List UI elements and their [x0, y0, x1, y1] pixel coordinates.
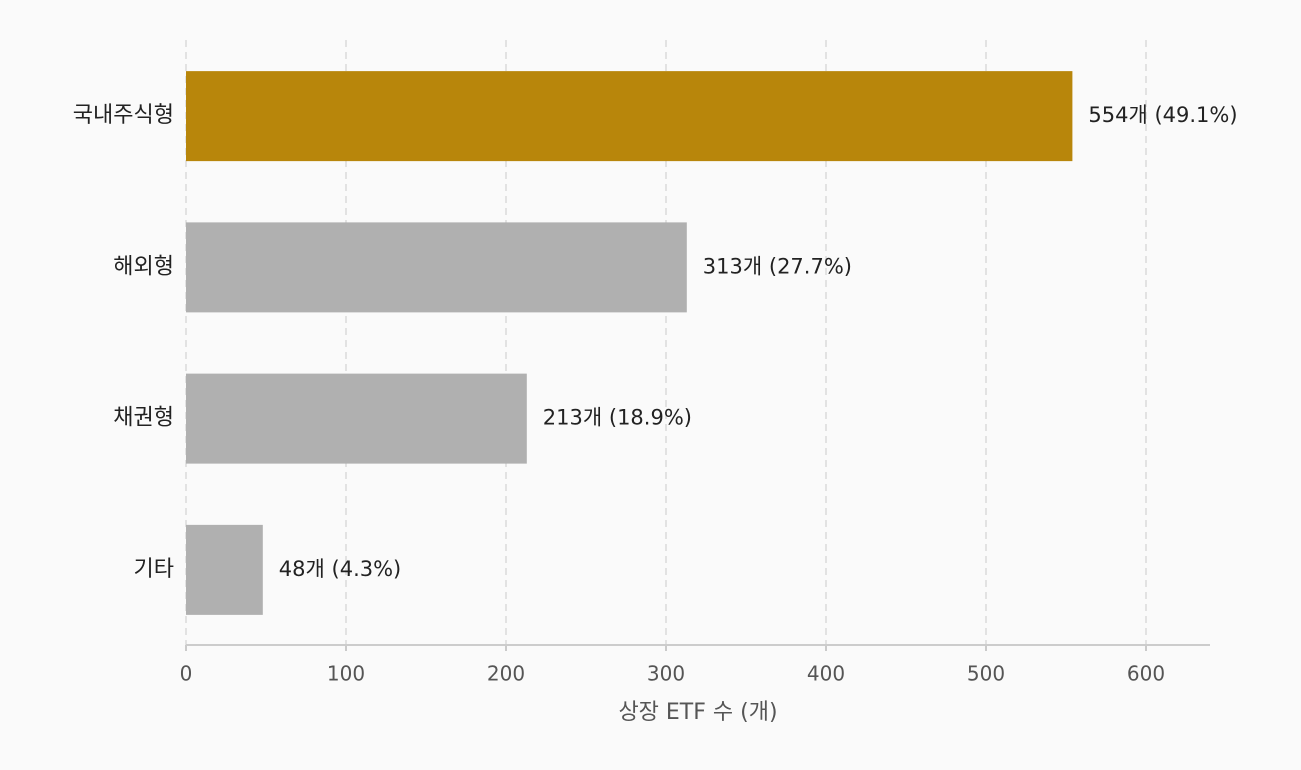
category-label: 채권형 [113, 406, 174, 431]
x-tick-label: 500 [967, 662, 1005, 686]
category-label: 기타 [134, 557, 174, 582]
value-label: 213개 (18.9%) [543, 406, 692, 430]
category-label: 국내주식형 [73, 103, 174, 128]
bar [186, 373, 527, 464]
value-label: 48개 (4.3%) [279, 557, 401, 581]
x-tick-label: 200 [487, 662, 525, 686]
bar [186, 222, 687, 313]
x-tick-label: 300 [647, 662, 685, 686]
bar [186, 71, 1073, 162]
x-axis-label: 상장 ETF 수 (개) [618, 700, 777, 725]
category-label: 해외형 [113, 254, 174, 279]
value-label: 554개 (49.1%) [1088, 103, 1237, 127]
x-tick-label: 0 [180, 662, 193, 686]
x-tick-label: 400 [807, 662, 845, 686]
x-tick-label: 100 [327, 662, 365, 686]
value-label: 313개 (27.7%) [703, 254, 852, 278]
bar [186, 524, 263, 615]
x-tick-label: 600 [1127, 662, 1165, 686]
